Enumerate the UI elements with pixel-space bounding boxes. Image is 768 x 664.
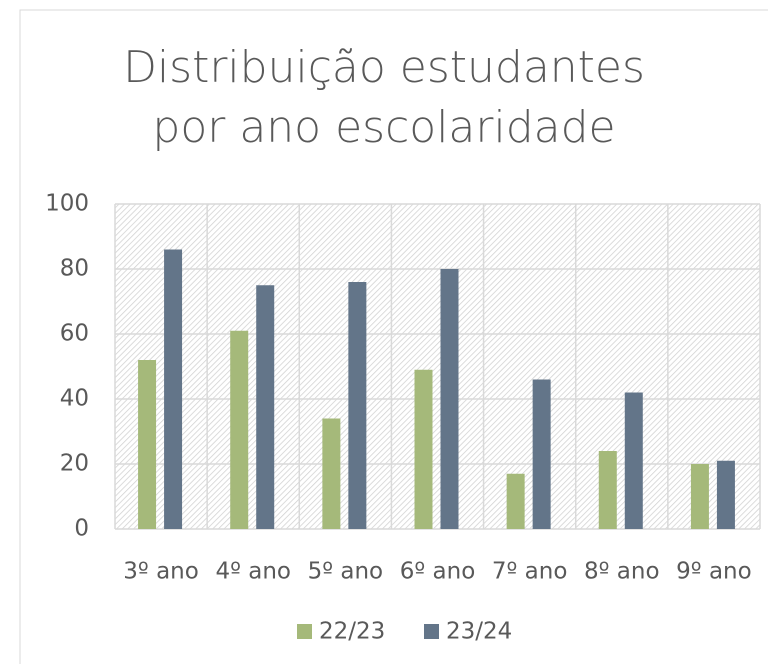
bar (256, 285, 275, 529)
x-tick-label: 4º ano (215, 559, 291, 585)
bar (322, 418, 341, 529)
bar (230, 330, 249, 529)
y-tick-label: 60 (60, 321, 89, 347)
y-tick-label: 80 (60, 256, 89, 282)
plot-area (115, 204, 760, 529)
bar (440, 269, 459, 529)
bar (624, 392, 643, 529)
x-tick-label: 8º ano (584, 559, 660, 585)
bar (414, 369, 433, 529)
legend-swatch (424, 624, 439, 639)
y-tick-label: 0 (74, 516, 89, 542)
x-tick-label: 3º ano (123, 559, 199, 585)
x-tick-label: 5º ano (308, 559, 384, 585)
bar (506, 473, 525, 529)
y-tick-label: 100 (45, 191, 89, 217)
x-tick-label: 7º ano (492, 559, 568, 585)
y-tick-label: 20 (60, 451, 89, 477)
x-tick-label: 6º ano (400, 559, 476, 585)
chart-title: Distribuição estudantes por ano escolari… (123, 42, 645, 153)
y-tick-label: 40 (60, 386, 89, 412)
bar (138, 360, 157, 529)
bar (164, 249, 183, 529)
bar (716, 460, 735, 529)
bar (690, 464, 709, 529)
legend-label: 23/24 (446, 619, 512, 645)
bar (348, 282, 367, 529)
bar (532, 379, 551, 529)
legend-swatch (297, 624, 312, 639)
legend-label: 22/23 (319, 619, 385, 645)
x-tick-label: 9º ano (676, 559, 752, 585)
bar (598, 451, 617, 529)
